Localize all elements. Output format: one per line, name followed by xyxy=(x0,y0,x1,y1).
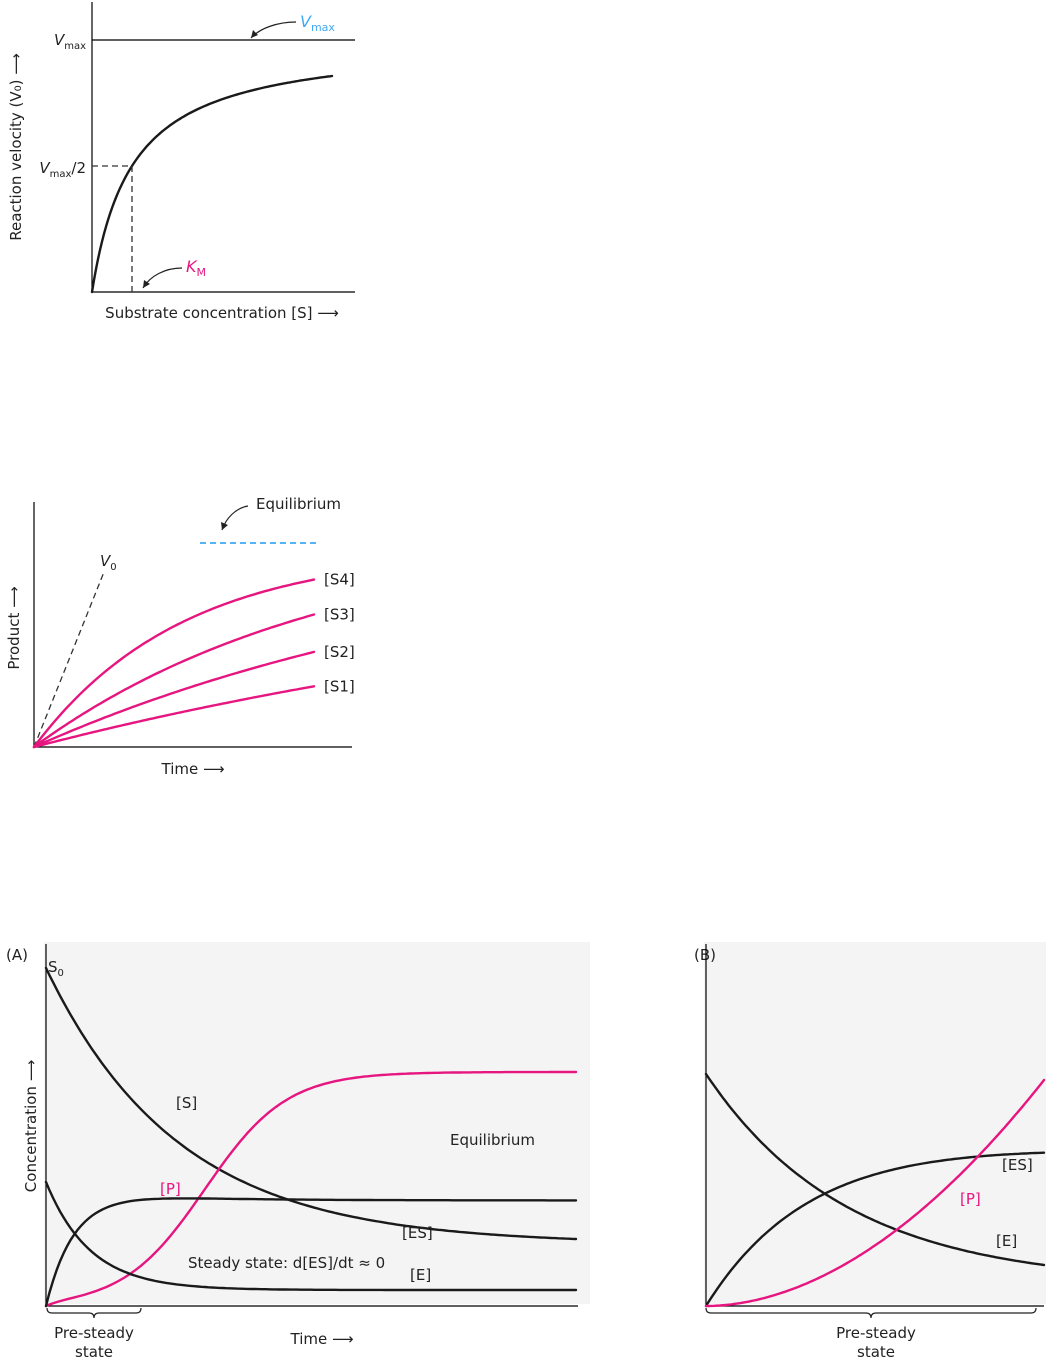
series-label-p: [P] xyxy=(160,1180,181,1198)
v0-tangent-line xyxy=(33,571,105,748)
product-curve-label-1: [S4] xyxy=(324,571,355,589)
curve-e xyxy=(704,1072,1046,1267)
curve-s xyxy=(44,966,578,1241)
curve-p xyxy=(704,1078,1046,1308)
curve-e xyxy=(44,1180,578,1292)
vmax-callout-label: Vmax xyxy=(300,12,335,34)
pre-steady-brace xyxy=(705,1307,1037,1319)
km-callout-arrowhead xyxy=(143,280,150,288)
panel-a-background xyxy=(44,942,590,1304)
progress-curves-panel-b: (B) [ES] [P] [E] Pre-steady state xyxy=(694,942,1046,1361)
panel-b-label: (B) xyxy=(694,946,716,964)
x-axis-label: Substrate concentration [S] ⟶ xyxy=(105,304,339,322)
curve-p xyxy=(44,1070,578,1308)
y-axis-label: Concentration ⟶ xyxy=(22,1060,40,1192)
curve-es xyxy=(704,1151,1046,1308)
y-axis-label: Reaction velocity (V₀) ⟶ xyxy=(7,53,25,241)
series-label-s: [S] xyxy=(176,1094,197,1112)
equilibrium-label: Equilibrium xyxy=(450,1131,535,1149)
km-callout-arrow xyxy=(142,267,183,289)
product-series-labels: [S4] [S3] [S2] [S1] xyxy=(324,571,355,696)
series-label-p: [P] xyxy=(960,1190,981,1208)
vmax-callout-arrow xyxy=(250,21,297,39)
vmax-half-tick-label: Vmax/2 xyxy=(39,159,86,180)
vmax-callout-arrowhead xyxy=(251,30,258,38)
vmax-tick-label: Vmax xyxy=(54,31,86,52)
pre-steady-brace xyxy=(46,1307,142,1319)
product-curve-4 xyxy=(32,685,316,749)
pre-steady-label-line2: state xyxy=(857,1343,895,1361)
steady-state-label: Steady state: d[ES]/dt ≈ 0 xyxy=(188,1254,385,1272)
pre-steady-label-line2: state xyxy=(75,1343,113,1361)
progress-curves-panel-a: (A) Concentration ⟶ Time ⟶ S0 [S] [P] [E… xyxy=(6,942,590,1361)
v0-label: V0 xyxy=(100,552,117,573)
product-time-chart: Product ⟶ Time ⟶ Equilibrium V0 [S4] [S3]… xyxy=(5,495,355,778)
km-callout-label: KM xyxy=(186,257,206,279)
product-curve-2 xyxy=(32,613,316,749)
series-label-e: [E] xyxy=(996,1232,1017,1250)
product-curve-label-3: [S2] xyxy=(324,643,355,661)
equilibrium-callout-arrowhead xyxy=(221,522,228,530)
series-label-e: [E] xyxy=(410,1266,431,1284)
curve-es xyxy=(44,1197,578,1308)
panel-b-background xyxy=(704,942,1046,1304)
mm-curve xyxy=(90,74,334,294)
product-curve-1 xyxy=(32,578,316,749)
product-curve-3 xyxy=(32,650,316,749)
product-curve-label-2: [S3] xyxy=(324,606,355,624)
series-label-es: [ES] xyxy=(402,1224,433,1242)
panel-a-label: (A) xyxy=(6,946,28,964)
pre-steady-label-line1: Pre-steady xyxy=(836,1324,916,1342)
equilibrium-label: Equilibrium xyxy=(256,495,341,513)
pre-steady-label-line1: Pre-steady xyxy=(54,1324,134,1342)
series-label-es: [ES] xyxy=(1002,1156,1033,1174)
x-axis-label: Time ⟶ xyxy=(290,1330,354,1348)
michaelis-menten-chart: Reaction velocity (V₀) ⟶ Substrate conce… xyxy=(7,2,355,322)
x-axis-label: Time ⟶ xyxy=(161,760,225,778)
y-axis-label: Product ⟶ xyxy=(5,586,23,669)
product-curve-label-4: [S1] xyxy=(324,677,355,695)
product-series-group xyxy=(32,578,316,749)
